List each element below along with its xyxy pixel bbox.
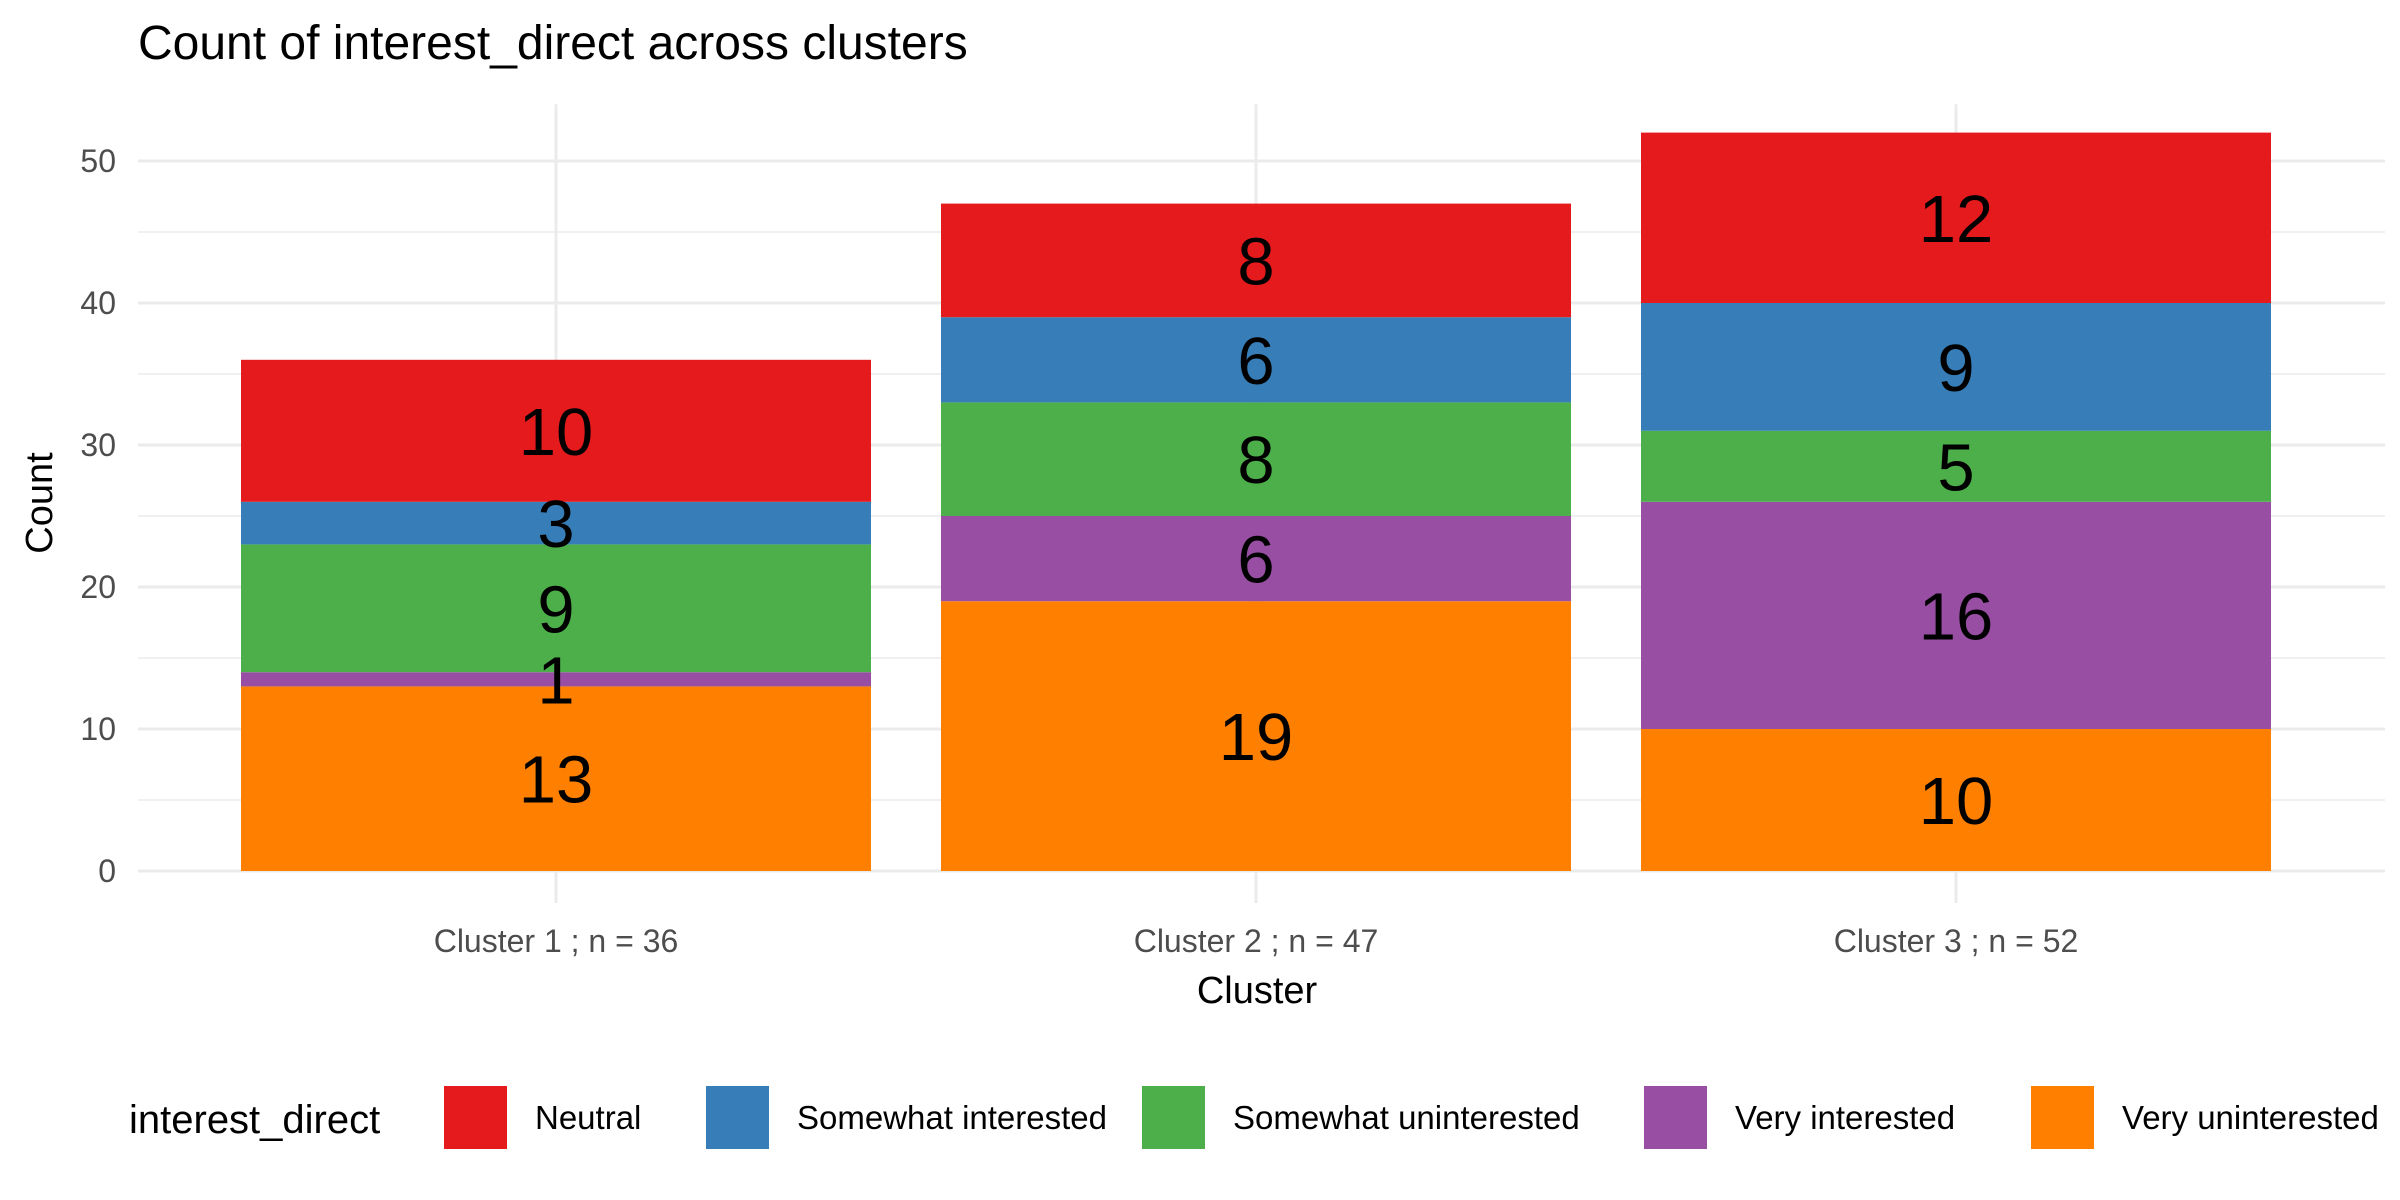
bar-segment (241, 359, 871, 502)
x-axis-ticks: Cluster 1 ; n = 36 Cluster 2 ; n = 47 Clus… (434, 923, 2079, 959)
y-axis-title: Count (19, 452, 61, 554)
value-label: 13 (519, 743, 594, 818)
legend-label: Somewhat interested (797, 1099, 1107, 1136)
bar-segment (1641, 501, 2271, 729)
bar-segment (1641, 132, 2271, 303)
chart-title: Count of interest_direct across clusters (138, 17, 968, 70)
x-tick-label: Cluster 2 ; n = 47 (1134, 923, 1379, 959)
y-tick-label: 40 (80, 285, 116, 321)
bar-segment (941, 317, 1571, 403)
x-tick-label: Cluster 1 ; n = 36 (434, 923, 679, 959)
bar-segment (1641, 430, 2271, 502)
value-label: 6 (1237, 523, 1274, 598)
bar-segment (1641, 303, 2271, 431)
bar-segment (241, 686, 871, 871)
value-label: 8 (1237, 224, 1274, 299)
y-tick-label: 0 (98, 853, 116, 889)
legend-label: Very uninterested (2122, 1099, 2379, 1136)
value-label: 12 (1919, 182, 1994, 257)
x-tick-label: Cluster 3 ; n = 52 (1834, 923, 2079, 959)
bar-segment (941, 516, 1571, 602)
value-label: 8 (1237, 423, 1274, 498)
legend-title: interest_direct (129, 1098, 380, 1142)
value-label: 9 (1937, 331, 1974, 406)
y-tick-label: 20 (80, 569, 116, 605)
legend: interest_direct Neutral Somewhat interest… (129, 1086, 2379, 1149)
legend-label: Somewhat uninterested (1233, 1099, 1580, 1136)
bar-segment (241, 501, 871, 545)
y-axis-ticks: 0 10 20 30 40 50 (80, 143, 116, 889)
bar-segment (1641, 729, 2271, 871)
value-label: 19 (1219, 700, 1294, 775)
bar-segment (241, 672, 871, 687)
legend-key (444, 1086, 507, 1149)
y-tick-label: 30 (80, 427, 116, 463)
value-label: 1 (537, 643, 574, 718)
bar-segment (241, 544, 871, 673)
legend-key (1142, 1086, 1205, 1149)
bar-segment (941, 203, 1571, 318)
value-label: 3 (537, 487, 574, 562)
x-axis-title: Cluster (1197, 970, 1318, 1012)
value-label: 9 (537, 572, 574, 647)
y-tick-label: 50 (80, 143, 116, 179)
y-tick-label: 10 (80, 711, 116, 747)
value-label: 10 (519, 395, 594, 470)
legend-label: Neutral (535, 1099, 641, 1136)
legend-key (2031, 1086, 2094, 1149)
bars (241, 132, 2271, 871)
legend-key (706, 1086, 769, 1149)
legend-label: Very interested (1735, 1099, 1955, 1136)
value-label: 6 (1237, 324, 1274, 399)
bar-segment (941, 601, 1571, 871)
bar-segment (941, 402, 1571, 516)
value-label: 10 (1919, 764, 1994, 839)
value-label: 16 (1919, 579, 1994, 654)
legend-key (1644, 1086, 1707, 1149)
value-label: 5 (1937, 430, 1974, 505)
